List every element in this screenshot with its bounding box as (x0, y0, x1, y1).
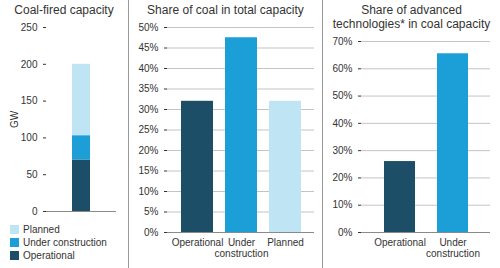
svg-text:0%: 0% (338, 227, 353, 238)
html-text:Under construction: Under construction (23, 237, 107, 248)
html-text:Planned: Planned (23, 224, 60, 235)
svg-text:Operational: Operational (172, 237, 224, 248)
svg-text:40%: 40% (332, 118, 352, 129)
html-text:Share of coal in total capacit: Share of coal in total capacity (147, 3, 304, 17)
svg-text:50: 50 (26, 169, 38, 180)
svg-text:35%: 35% (138, 83, 158, 94)
svg-text:GW: GW (9, 110, 20, 128)
svg-text:5%: 5% (144, 206, 159, 217)
html-text:Coal-fired capacity: Coal-fired capacity (14, 3, 114, 17)
svg-text:0%: 0% (144, 227, 159, 238)
svg-text:25%: 25% (138, 124, 158, 135)
svg-text:Underconstruction: Underconstruction (426, 237, 480, 259)
svg-text:Underconstruction: Underconstruction (215, 237, 269, 259)
svg-text:30%: 30% (138, 104, 158, 115)
svg-text:150: 150 (21, 95, 38, 106)
svg-text:30%: 30% (332, 145, 352, 156)
svg-text:50%: 50% (332, 90, 352, 101)
svg-text:40%: 40% (138, 63, 158, 74)
svg-text:15%: 15% (138, 165, 158, 176)
svg-text:70%: 70% (332, 36, 352, 47)
svg-text:20%: 20% (138, 145, 158, 156)
svg-text:10%: 10% (332, 199, 352, 210)
html-text:Share of advanced technologies: Share of advanced technologies* in coal … (332, 3, 491, 31)
svg-text:100: 100 (21, 132, 38, 143)
svg-text:20%: 20% (332, 172, 352, 183)
svg-text:200: 200 (21, 59, 38, 70)
svg-text:50%: 50% (138, 22, 158, 33)
html-text:Operational: Operational (23, 250, 75, 261)
svg-text:Operational: Operational (374, 237, 426, 248)
svg-text:250: 250 (21, 22, 38, 33)
svg-text:10%: 10% (138, 186, 158, 197)
svg-text:45%: 45% (138, 42, 158, 53)
svg-text:60%: 60% (332, 63, 352, 74)
svg-text:0: 0 (32, 206, 38, 217)
svg-text:Planned: Planned (267, 237, 304, 248)
